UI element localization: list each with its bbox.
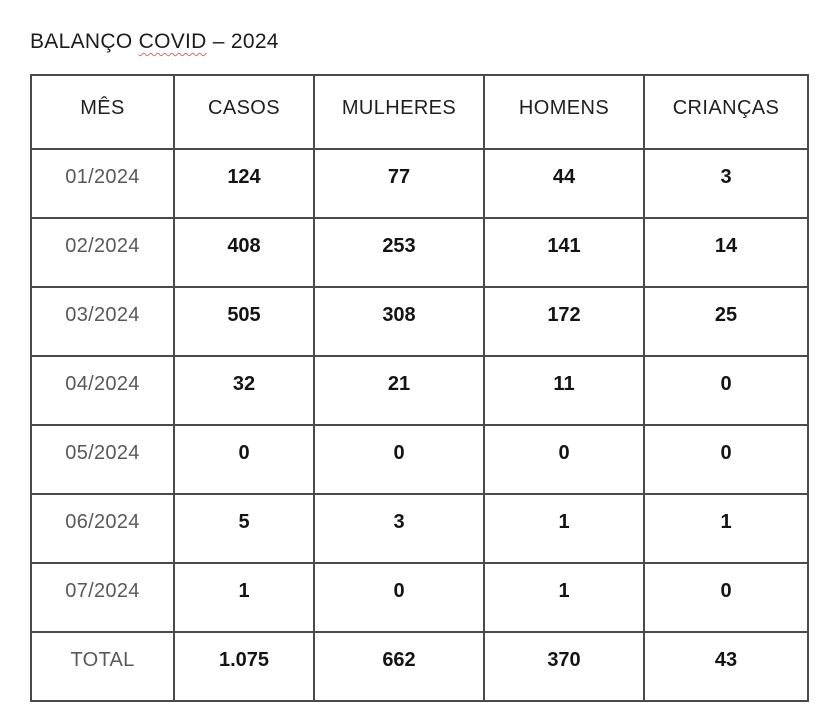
cell-total-label: TOTAL bbox=[30, 631, 175, 702]
cell-mulheres: 21 bbox=[313, 355, 485, 426]
cell-total-homens: 370 bbox=[483, 631, 645, 702]
cell-homens: 172 bbox=[483, 286, 645, 357]
cell-criancas: 25 bbox=[643, 286, 809, 357]
cell-casos: 505 bbox=[173, 286, 315, 357]
table-row: 03/2024 505 308 172 25 bbox=[30, 286, 809, 357]
title-misspelled-word: COVID bbox=[138, 30, 207, 53]
cell-month: 02/2024 bbox=[30, 217, 175, 288]
cell-month: 04/2024 bbox=[30, 355, 175, 426]
title-suffix: – 2024 bbox=[206, 30, 279, 53]
cell-total-mulheres: 662 bbox=[313, 631, 485, 702]
cell-criancas: 3 bbox=[643, 148, 809, 219]
table-row: 07/2024 1 0 1 0 bbox=[30, 562, 809, 633]
table-row: 04/2024 32 21 11 0 bbox=[30, 355, 809, 426]
title-prefix: BALANÇO bbox=[30, 30, 139, 53]
cell-homens: 141 bbox=[483, 217, 645, 288]
table-row: 05/2024 0 0 0 0 bbox=[30, 424, 809, 495]
cell-homens: 11 bbox=[483, 355, 645, 426]
table-row: 06/2024 5 3 1 1 bbox=[30, 493, 809, 564]
cell-month: 03/2024 bbox=[30, 286, 175, 357]
column-header-mes: MÊS bbox=[30, 74, 175, 150]
total-row: TOTAL 1.075 662 370 43 bbox=[30, 631, 809, 702]
cell-casos: 32 bbox=[173, 355, 315, 426]
cell-homens: 1 bbox=[483, 562, 645, 633]
cell-homens: 44 bbox=[483, 148, 645, 219]
cell-criancas: 0 bbox=[643, 424, 809, 495]
cell-month: 06/2024 bbox=[30, 493, 175, 564]
cell-casos: 124 bbox=[173, 148, 315, 219]
cell-total-casos: 1.075 bbox=[173, 631, 315, 702]
cell-homens: 0 bbox=[483, 424, 645, 495]
cell-mulheres: 0 bbox=[313, 424, 485, 495]
cell-criancas: 1 bbox=[643, 493, 809, 564]
table-row: 01/2024 124 77 44 3 bbox=[30, 148, 809, 219]
cell-mulheres: 77 bbox=[313, 148, 485, 219]
column-header-casos: CASOS bbox=[173, 74, 315, 150]
cell-casos: 1 bbox=[173, 562, 315, 633]
page-title: BALANÇO COVID – 2024 bbox=[30, 30, 279, 54]
header-row: MÊS CASOS MULHERES HOMENS CRIANÇAS bbox=[30, 74, 809, 150]
cell-mulheres: 0 bbox=[313, 562, 485, 633]
cell-mulheres: 3 bbox=[313, 493, 485, 564]
cell-casos: 408 bbox=[173, 217, 315, 288]
cell-criancas: 14 bbox=[643, 217, 809, 288]
column-header-criancas: CRIANÇAS bbox=[643, 74, 809, 150]
cell-mulheres: 308 bbox=[313, 286, 485, 357]
cell-total-criancas: 43 bbox=[643, 631, 809, 702]
cell-homens: 1 bbox=[483, 493, 645, 564]
cell-month: 01/2024 bbox=[30, 148, 175, 219]
cell-month: 07/2024 bbox=[30, 562, 175, 633]
column-header-homens: HOMENS bbox=[483, 74, 645, 150]
cell-mulheres: 253 bbox=[313, 217, 485, 288]
cell-casos: 5 bbox=[173, 493, 315, 564]
table-row: 02/2024 408 253 141 14 bbox=[30, 217, 809, 288]
cell-criancas: 0 bbox=[643, 562, 809, 633]
cell-criancas: 0 bbox=[643, 355, 809, 426]
cell-month: 05/2024 bbox=[30, 424, 175, 495]
covid-balance-table: MÊS CASOS MULHERES HOMENS CRIANÇAS 01/20… bbox=[30, 74, 809, 702]
column-header-mulheres: MULHERES bbox=[313, 74, 485, 150]
cell-casos: 0 bbox=[173, 424, 315, 495]
